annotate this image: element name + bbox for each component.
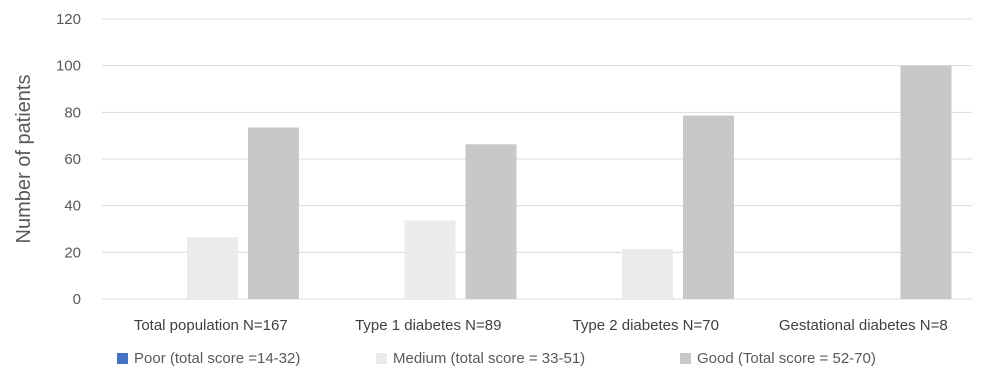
bar-3-4 bbox=[900, 65, 952, 300]
bar-2-3 bbox=[622, 249, 673, 299]
category-label: Gestational diabetes N=8 bbox=[779, 317, 948, 334]
bars bbox=[187, 65, 952, 300]
legend-swatch bbox=[117, 353, 128, 364]
legend-swatch bbox=[680, 353, 691, 364]
category-label: Total population N=167 bbox=[134, 317, 288, 334]
bar-2-1 bbox=[187, 237, 238, 299]
y-tick-label: 80 bbox=[64, 104, 81, 121]
y-axis-tick-labels: 0 20 40 60 80 100 120 bbox=[56, 11, 81, 308]
x-axis-category-labels: Total population N=167 Type 1 diabetes N=… bbox=[134, 317, 948, 334]
y-tick-label: 20 bbox=[64, 244, 81, 261]
y-axis-label: Number of patients bbox=[13, 75, 35, 244]
legend-label: Medium (total score = 33-51) bbox=[393, 350, 585, 367]
legend-label: Good (Total score = 52-70) bbox=[697, 350, 876, 367]
legend: Poor (total score =14-32) Medium (total s… bbox=[117, 350, 876, 367]
category-label: Type 1 diabetes N=89 bbox=[355, 317, 501, 334]
y-tick-label: 60 bbox=[64, 151, 81, 168]
y-tick-label: 40 bbox=[64, 198, 81, 215]
bar-2-2 bbox=[404, 220, 456, 299]
legend-swatch bbox=[376, 353, 387, 364]
y-tick-label: 100 bbox=[56, 58, 81, 75]
category-label: Type 2 diabetes N=70 bbox=[573, 317, 719, 334]
y-tick-label: 120 bbox=[56, 11, 81, 28]
bar-3-2 bbox=[465, 144, 517, 299]
legend-label: Poor (total score =14-32) bbox=[134, 350, 300, 367]
bar-3-3 bbox=[683, 115, 734, 299]
bar-3-1 bbox=[248, 127, 299, 299]
gridlines bbox=[102, 18, 972, 300]
y-tick-label: 0 bbox=[73, 291, 81, 308]
